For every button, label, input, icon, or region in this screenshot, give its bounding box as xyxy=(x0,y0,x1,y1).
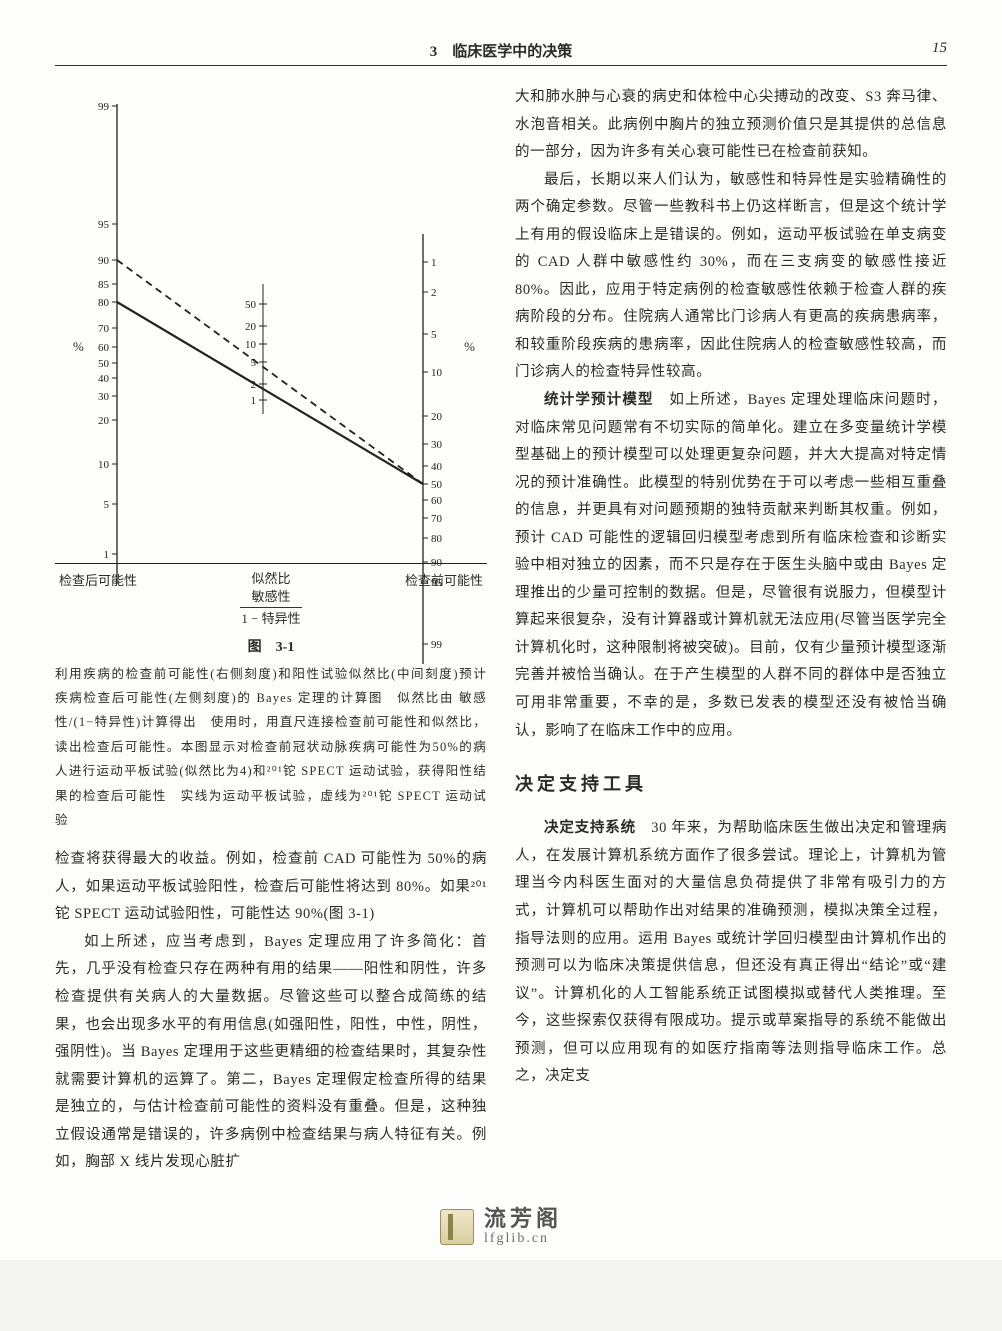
right-p3: 决定支持系统 30 年来，为帮助临床医生做出决定和管理病人，在发展计算机系统方面… xyxy=(515,815,947,1090)
section-heading-tools: 决定支持工具 xyxy=(515,767,947,801)
svg-text:10: 10 xyxy=(98,459,110,471)
svg-text:30: 30 xyxy=(431,439,443,451)
right-p2-lead: 统计学预计模型 xyxy=(544,392,654,408)
svg-text:85: 85 xyxy=(98,279,110,291)
right-p3-body: 30 年来，为帮助临床医生做出决定和管理病人，在发展计算机系统方面作了很多尝试。… xyxy=(515,820,947,1084)
right-column: 大和肺水肿与心衰的病史和体检中心尖搏动的改变、S3 奔马律、水泡音相关。此病例中… xyxy=(515,84,947,1177)
right-p2-body: 如上所述，Bayes 定理处理临床问题时，对临床常见问题常有不切实际的简单化。建… xyxy=(515,392,947,739)
nomogram-chart: 9995908580706050403020105150201052112510… xyxy=(55,84,487,564)
svg-text:50: 50 xyxy=(98,358,110,370)
left-column: 9995908580706050403020105150201052112510… xyxy=(55,84,487,1177)
svg-text:40: 40 xyxy=(98,373,110,385)
svg-text:1: 1 xyxy=(104,549,110,561)
svg-text:20: 20 xyxy=(245,321,257,333)
svg-text:1: 1 xyxy=(431,257,437,269)
left-body: 检查将获得最大的收益。例如，检查前 CAD 可能性为 50%的病人，如果运动平板… xyxy=(55,846,487,1177)
watermark-en: lfglib.cn xyxy=(484,1232,562,1246)
svg-text:5: 5 xyxy=(104,499,110,511)
svg-text:2: 2 xyxy=(431,287,437,299)
document-page: 3 临床医学中的决策 15 99959085807060504030201051… xyxy=(0,0,1002,1260)
right-body: 大和肺水肿与心衰的病史和体检中心尖搏动的改变、S3 奔马律、水泡音相关。此病例中… xyxy=(515,84,947,1091)
watermark-text: 流芳阁 lfglib.cn xyxy=(484,1208,562,1246)
svg-text:20: 20 xyxy=(98,415,110,427)
svg-text:5: 5 xyxy=(251,357,257,369)
right-p0: 大和肺水肿与心衰的病史和体检中心尖搏动的改变、S3 奔马律、水泡音相关。此病例中… xyxy=(515,84,947,167)
svg-text:95: 95 xyxy=(98,219,110,231)
svg-text:70: 70 xyxy=(431,513,443,525)
svg-text:10: 10 xyxy=(431,367,443,379)
svg-text:99: 99 xyxy=(431,639,443,651)
svg-text:90: 90 xyxy=(431,557,443,569)
figure-3-1: 9995908580706050403020105150201052112510… xyxy=(55,84,487,832)
svg-text:5: 5 xyxy=(431,329,437,341)
svg-text:50: 50 xyxy=(431,479,443,491)
svg-text:30: 30 xyxy=(98,391,110,403)
right-p3-lead: 决定支持系统 xyxy=(544,820,636,836)
svg-text:60: 60 xyxy=(98,342,110,354)
percent-label-right: % xyxy=(464,339,475,355)
svg-text:50: 50 xyxy=(245,299,257,311)
svg-text:80: 80 xyxy=(431,533,443,545)
right-p2: 统计学预计模型 如上所述，Bayes 定理处理临床问题时，对临床常见问题常有不切… xyxy=(515,387,947,745)
percent-label-left: % xyxy=(73,339,84,355)
svg-text:10: 10 xyxy=(245,339,257,351)
svg-text:90: 90 xyxy=(98,255,110,267)
chapter-title: 3 临床医学中的决策 xyxy=(105,40,897,61)
nomogram-svg: 9995908580706050403020105150201052112510… xyxy=(55,84,485,669)
svg-text:95: 95 xyxy=(431,577,443,589)
svg-text:60: 60 xyxy=(431,495,443,507)
figure-caption: 利用疾病的检查前可能性(右侧刻度)和阳性试验似然比(中间刻度)预计疾病检查后可能… xyxy=(55,662,487,833)
svg-text:20: 20 xyxy=(431,411,443,423)
left-p0: 检查将获得最大的收益。例如，检查前 CAD 可能性为 50%的病人，如果运动平板… xyxy=(55,846,487,929)
watermark-cn: 流芳阁 xyxy=(484,1208,562,1230)
watermark: 流芳阁 lfglib.cn xyxy=(440,1208,562,1246)
svg-text:99: 99 xyxy=(98,101,110,113)
svg-text:40: 40 xyxy=(431,461,443,473)
watermark-icon xyxy=(440,1209,474,1245)
svg-text:1: 1 xyxy=(251,395,257,407)
page-header: 3 临床医学中的决策 15 xyxy=(55,40,947,66)
left-p1: 如上所述，应当考虑到，Bayes 定理应用了许多简化：首先，几乎没有检查只存在两… xyxy=(55,929,487,1177)
svg-text:70: 70 xyxy=(98,323,110,335)
header-left-spacer xyxy=(55,40,105,61)
svg-text:80: 80 xyxy=(98,297,110,309)
right-p1: 最后，长期以来人们认为，敏感性和特异性是实验精确性的两个确定参数。尽管一些教科书… xyxy=(515,167,947,387)
page-number: 15 xyxy=(897,40,947,61)
two-column-layout: 9995908580706050403020105150201052112510… xyxy=(55,84,947,1177)
